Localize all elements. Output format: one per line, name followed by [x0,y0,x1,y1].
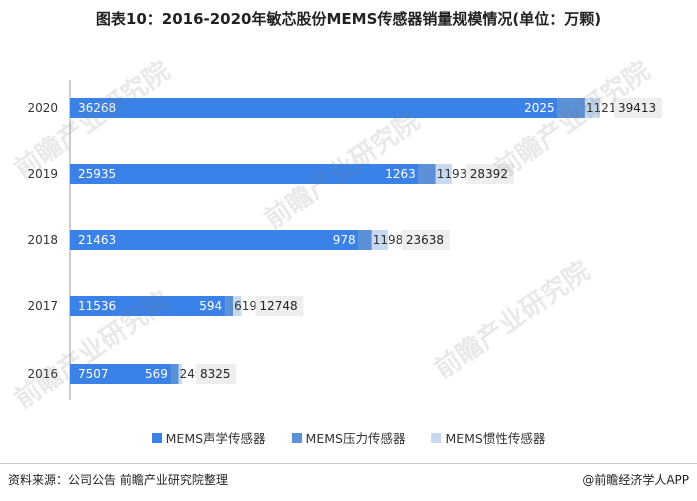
brand-credit: @前瞻经济学人APP [582,473,689,487]
bar-segment-inertial [178,364,182,384]
data-label-inertial: 1121 [586,101,617,115]
legend-swatch-pressure [291,432,302,443]
data-label-total: 8325 [200,367,231,381]
bar-segment-inertial [584,98,601,118]
bar-segment-acoustic [70,364,171,384]
total-label-bg [614,98,663,118]
bar-segment-inertial [435,164,452,184]
bar-segment-acoustic [70,296,226,316]
data-label-acoustic: 25935 [78,167,116,181]
footer-divider [0,463,697,464]
data-label-pressure: 2025 [524,101,555,115]
data-label-acoustic: 11536 [78,299,116,313]
legend-label-inertial: MEMS惯性传感器 [445,431,546,446]
legend-swatch-acoustic [151,432,162,443]
source-note: 资料来源：公司公告 前瞻产业研究院整理 [8,473,228,487]
data-label-inertial: 1198 [373,233,404,247]
bar-segment-acoustic [70,230,359,250]
y-tick-label: 2019 [27,167,58,181]
total-label-bg [255,296,304,316]
legend: MEMS声学传感器 MEMS压力传感器 MEMS惯性传感器 [0,428,697,447]
y-tick-label: 2017 [27,299,58,313]
legend-item-pressure[interactable]: MEMS压力传感器 [291,428,406,447]
legend-label-acoustic: MEMS声学传感器 [165,431,266,446]
legend-label-pressure: MEMS压力传感器 [305,431,406,446]
data-label-pressure: 594 [199,299,222,313]
bar-segment-pressure [557,98,585,118]
data-label-inertial: 1193 [437,167,468,181]
y-tick-label: 2016 [27,367,58,381]
legend-item-acoustic[interactable]: MEMS声学传感器 [151,428,266,447]
total-label-bg [465,164,514,184]
data-label-pressure: 1263 [385,167,416,181]
data-label-acoustic: 36268 [78,101,116,115]
legend-swatch-inertial [431,432,442,443]
data-label-inertial: 619 [234,299,257,313]
data-label-total: 39413 [618,101,656,115]
data-label-acoustic: 7507 [78,367,109,381]
bar-segment-acoustic [70,164,419,184]
bar-segment-acoustic [70,98,558,118]
data-label-total: 23638 [406,233,444,247]
bar-segment-pressure [170,364,179,384]
data-label-total: 28392 [470,167,508,181]
bar-segment-pressure [225,296,234,316]
bar-segment-pressure [358,230,372,250]
bar-segment-inertial [233,296,242,316]
data-label-pressure: 569 [145,367,168,381]
total-label-bg [401,230,450,250]
y-tick-label: 2018 [27,233,58,247]
data-label-pressure: 978 [333,233,356,247]
chart-title: 图表10：2016-2020年敏芯股份MEMS传感器销量规模情况(单位：万颗) [95,10,602,28]
bar-segment-inertial [371,230,388,250]
legend-item-inertial[interactable]: MEMS惯性传感器 [431,428,545,447]
data-label-acoustic: 21463 [78,233,116,247]
data-label-total: 12748 [259,299,297,313]
bar-segment-pressure [418,164,436,184]
y-tick-label: 2020 [27,101,58,115]
total-label-bg [195,364,236,384]
